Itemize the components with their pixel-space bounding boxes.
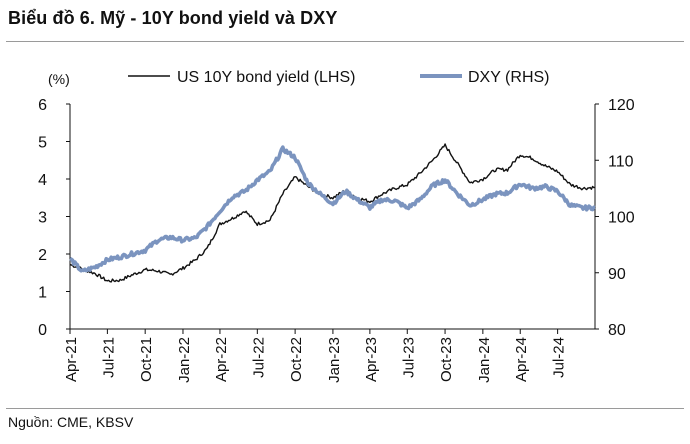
- x-axis-tick-label: Apr-22: [213, 337, 230, 382]
- source-divider: [6, 408, 684, 409]
- x-axis-tick-label: Oct-22: [288, 337, 305, 382]
- x-axis-tick-label: Jul-22: [250, 337, 267, 378]
- title-divider: [6, 41, 684, 42]
- left-axis-tick-label: 3: [38, 210, 47, 227]
- right-axis-tick-label: 80: [608, 322, 626, 339]
- legend-label-us10y: US 10Y bond yield (LHS): [177, 69, 355, 86]
- chart-series: [69, 143, 596, 283]
- chart-legend: US 10Y bond yield (LHS) DXY (RHS): [128, 69, 550, 86]
- x-axis-tick-label: Jan-24: [476, 337, 493, 383]
- legend-label-dxy: DXY (RHS): [468, 69, 550, 86]
- source-note: Nguồn: CME, KBSV: [8, 414, 134, 430]
- x-axis-tick-label: Jul-21: [100, 337, 117, 378]
- x-axis-tick-label: Oct-21: [138, 337, 155, 382]
- x-axis-tick-label: Jul-24: [551, 337, 568, 378]
- chart-title: Biểu đồ 6. Mỹ - 10Y bond yield và DXY: [8, 8, 338, 28]
- x-axis-tick-label: Jan-23: [326, 337, 343, 383]
- x-axis-tick-label: Apr-21: [63, 337, 80, 382]
- left-axis-tick-label: 1: [38, 285, 47, 302]
- left-axis-tick-label: 6: [38, 97, 47, 114]
- x-axis-tick-label: Oct-23: [438, 337, 455, 382]
- x-axis-tick-label: Jul-23: [400, 337, 417, 378]
- us10y-yield-line: [69, 143, 596, 283]
- right-axis-tick-label: 100: [608, 210, 635, 227]
- x-axis-tick-label: Apr-24: [513, 337, 530, 382]
- right-axis-tick-label: 90: [608, 266, 626, 283]
- left-axis-tick-label: 5: [38, 135, 47, 152]
- chart-axes: 0 1 2 3 4 5 6 80 90 100 110 120 (%) Apr-21 Jul-21 Oct-2…: [38, 71, 635, 383]
- x-axis-tick-label: Apr-23: [363, 337, 380, 382]
- right-axis-tick-label: 120: [608, 97, 635, 114]
- right-axis-tick-label: 110: [608, 153, 634, 170]
- left-axis-unit: (%): [48, 71, 70, 87]
- left-axis-tick-label: 4: [38, 172, 47, 189]
- x-axis-tick-label: Jan-22: [176, 337, 193, 383]
- left-axis-tick-label: 0: [38, 322, 47, 339]
- dxy-line: [69, 145, 596, 273]
- left-axis-tick-label: 2: [38, 247, 47, 264]
